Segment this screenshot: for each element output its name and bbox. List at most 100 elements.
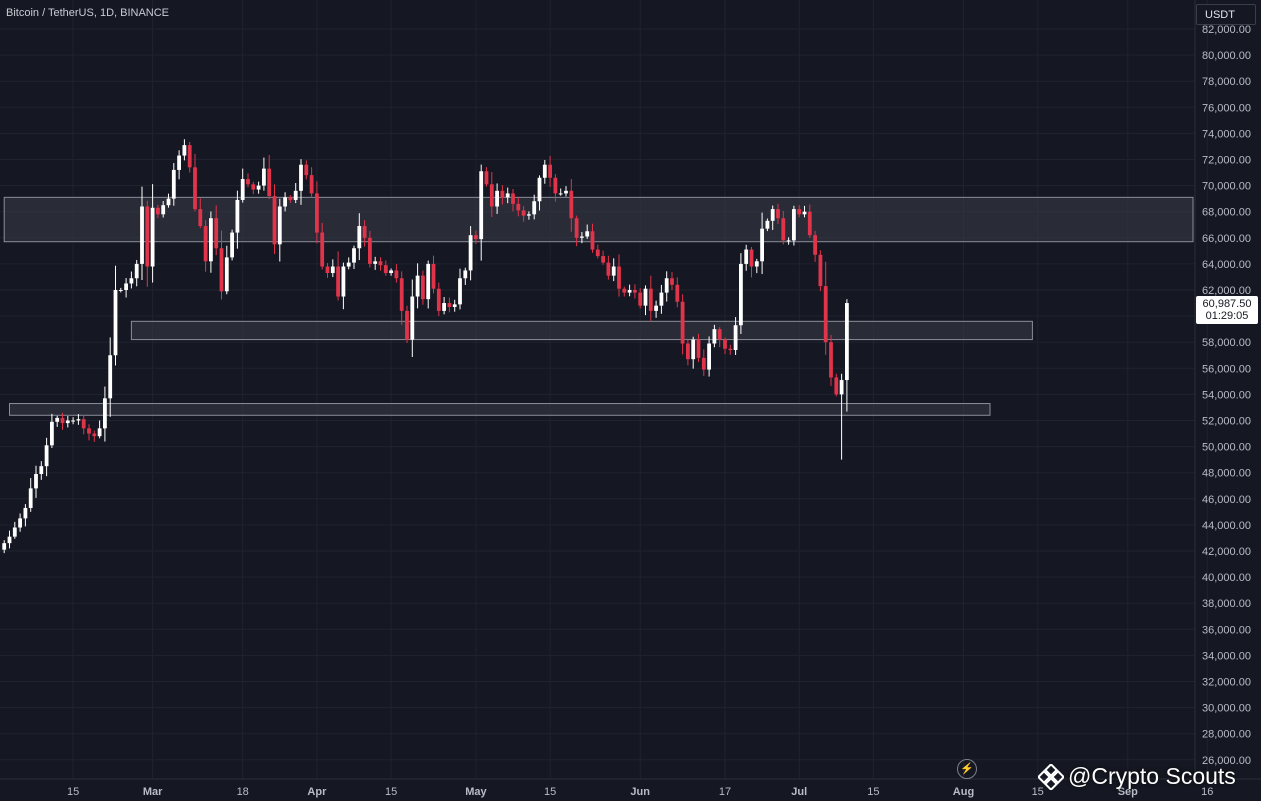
- candle-down: [606, 262, 611, 276]
- candle-down: [728, 348, 733, 351]
- price-tick-label: 42,000.00: [1202, 546, 1251, 558]
- candle-down: [246, 179, 250, 185]
- candle-up: [786, 240, 791, 242]
- candle-down: [617, 266, 621, 289]
- price-tick-label: 28,000.00: [1202, 729, 1251, 741]
- candle-down: [203, 226, 208, 262]
- candle-down: [797, 209, 802, 215]
- price-tick-label: 68,000.00: [1202, 207, 1251, 219]
- grid-lines: [0, 0, 1208, 779]
- price-tick-label: 74,000.00: [1202, 128, 1251, 140]
- candle-down: [633, 290, 637, 293]
- time-tick-label: 18: [237, 786, 249, 798]
- candle-down: [701, 357, 706, 370]
- time-tick-label: 15: [67, 786, 79, 798]
- lightning-icon[interactable]: ⚡: [957, 759, 977, 779]
- candle-up: [564, 190, 568, 194]
- price-tick-label: 78,000.00: [1202, 76, 1251, 88]
- time-tick-label: 16: [1201, 786, 1213, 798]
- candle-down: [823, 286, 828, 343]
- time-tick-label: Sep: [1118, 786, 1138, 798]
- candle-up: [65, 420, 70, 424]
- candle-down: [447, 303, 452, 307]
- candle-up: [103, 398, 107, 429]
- candle-up: [654, 305, 658, 311]
- candle-down: [198, 209, 203, 227]
- candle-up: [134, 263, 139, 279]
- candle-down: [818, 254, 823, 287]
- candle-down: [320, 232, 325, 267]
- candle-down: [431, 263, 436, 289]
- candle-up: [124, 283, 128, 290]
- candle-up: [330, 266, 335, 274]
- time-tick-label: 15: [867, 786, 879, 798]
- candle-down: [193, 167, 197, 210]
- candle-down: [813, 235, 817, 255]
- candle-up: [23, 507, 28, 519]
- candles: [2, 139, 849, 554]
- candle-up: [744, 249, 749, 264]
- candle-up: [410, 296, 415, 340]
- candle-down: [325, 266, 330, 274]
- price-tick-label: 76,000.00: [1202, 102, 1251, 114]
- candle-up: [171, 169, 176, 199]
- candle-up: [495, 190, 499, 207]
- candle-down: [489, 184, 494, 207]
- candle-up: [50, 421, 54, 446]
- candle-up: [34, 474, 38, 489]
- candle-down: [219, 248, 224, 292]
- price-tick-label: 80,000.00: [1202, 50, 1251, 62]
- price-tick-label: 64,000.00: [1202, 259, 1251, 271]
- price-tick-label: 56,000.00: [1202, 363, 1251, 375]
- candle-down: [500, 190, 505, 198]
- candle-up: [712, 329, 717, 344]
- candle-down: [776, 209, 780, 219]
- candle-up: [452, 304, 457, 307]
- time-tick-label: Apr: [307, 786, 327, 798]
- candle-up: [558, 193, 563, 195]
- time-tick-label: Mar: [143, 786, 163, 798]
- candle-up: [12, 527, 17, 537]
- candle-up: [659, 292, 664, 306]
- candle-up: [505, 193, 510, 198]
- time-tick-label: Jul: [791, 786, 807, 798]
- price-tick-label: 36,000.00: [1202, 624, 1251, 636]
- price-tick-label: 52,000.00: [1202, 416, 1251, 428]
- price-tick-label: 30,000.00: [1202, 703, 1251, 715]
- candle-up: [256, 185, 261, 190]
- candle-down: [590, 231, 595, 250]
- candle-down: [622, 288, 627, 293]
- candle-down: [553, 177, 558, 194]
- candle-down: [717, 329, 722, 340]
- candle-up: [542, 164, 547, 178]
- candle-up: [537, 177, 542, 202]
- last-price: 60,987.50: [1202, 298, 1252, 310]
- currency-selector[interactable]: USDT: [1196, 4, 1256, 25]
- candle-up: [262, 168, 266, 186]
- price-tick-label: 40,000.00: [1202, 572, 1251, 584]
- candle-up: [71, 420, 75, 422]
- price-tick-label: 44,000.00: [1202, 520, 1251, 532]
- time-tick-label: 15: [1032, 786, 1044, 798]
- candle-down: [145, 206, 150, 267]
- candle-down: [288, 197, 293, 200]
- candle-up: [389, 270, 393, 274]
- candle-up: [839, 380, 844, 395]
- candle-up: [527, 214, 531, 216]
- mid-support-zone: [130, 320, 1033, 341]
- candle-up: [765, 220, 770, 229]
- candle-down: [399, 278, 404, 311]
- price-tick-label: 32,000.00: [1202, 677, 1251, 689]
- candle-up: [28, 488, 33, 508]
- price-tick-label: 62,000.00: [1202, 285, 1251, 297]
- candle-up: [166, 198, 171, 206]
- candle-up: [585, 231, 590, 237]
- time-axis[interactable]: 15 Mar 18 Apr 15 May 15 Jun 17 Jul 15 Aug 15 Sep 16: [67, 786, 1213, 798]
- candle-down: [214, 218, 219, 249]
- candle-up: [118, 290, 123, 291]
- price-axis[interactable]: 82,000.00 80,000.00 78,000.00 76,000.00 74,0…: [1202, 24, 1251, 767]
- candle-down: [336, 266, 340, 297]
- candle-down: [648, 288, 653, 311]
- candle-up: [415, 275, 420, 297]
